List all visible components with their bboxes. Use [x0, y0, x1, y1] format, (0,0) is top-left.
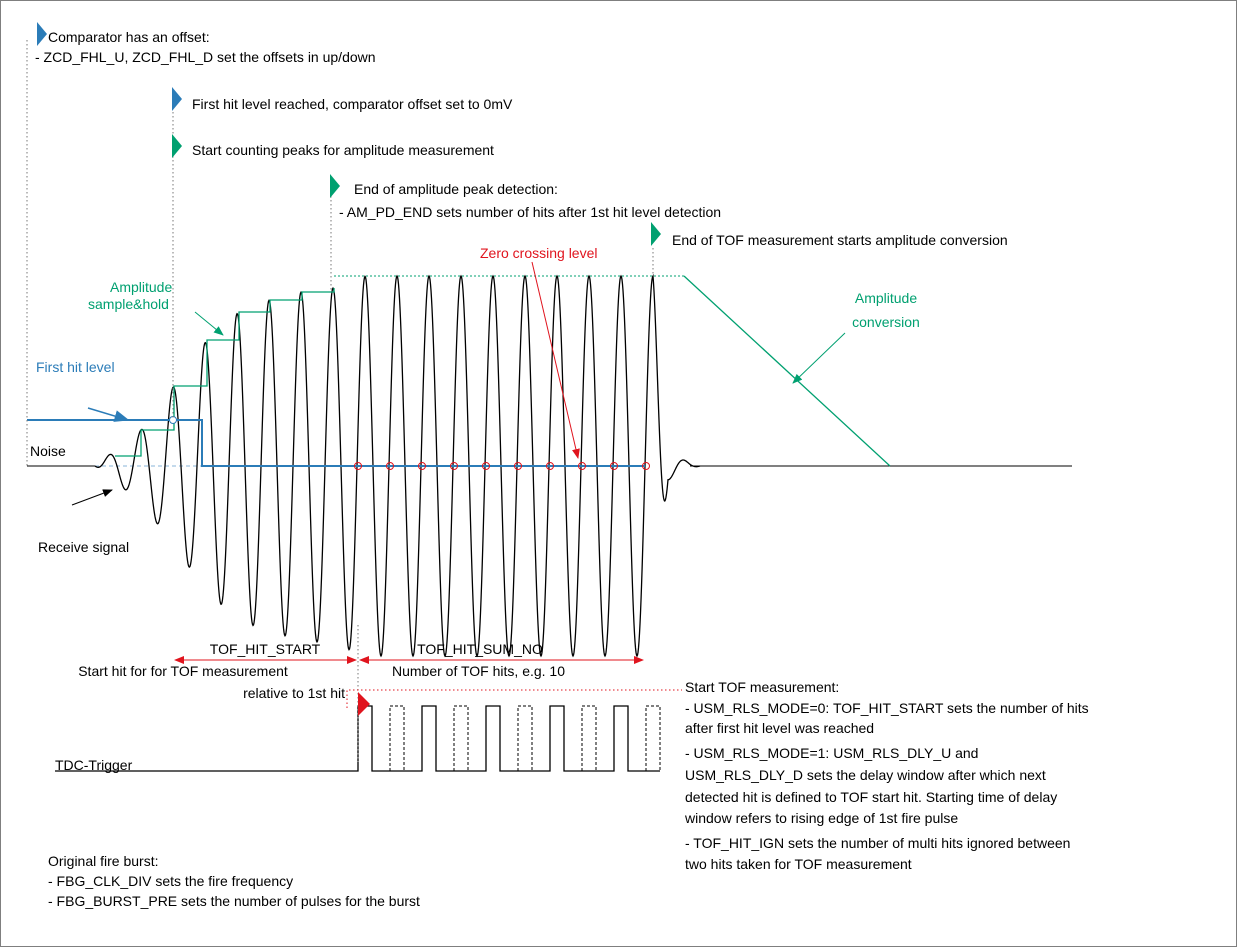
zero-crossing: [450, 462, 458, 470]
label: sample&hold: [88, 296, 169, 312]
fire-pulse: [389, 705, 405, 771]
label: Receive signal: [38, 539, 129, 555]
sh-arrow: [194, 311, 224, 336]
zero-crossing: [386, 462, 394, 470]
conv-arrow: [792, 332, 846, 384]
label: End of TOF measurement starts amplitude …: [672, 232, 1008, 248]
labels: Comparator has an offset: - ZCD_FHL_U, Z…: [30, 29, 1089, 909]
label: - FBG_BURST_PRE sets the number of pulse…: [48, 893, 420, 909]
label: Start TOF measurement:: [685, 679, 839, 695]
zero-crossing: [610, 462, 618, 470]
fire-pulse: [453, 705, 469, 771]
zero-crossing: [354, 462, 362, 470]
label: TDC-Trigger: [55, 757, 133, 773]
label: TOF_HIT_SUM_NO: [417, 641, 543, 657]
fire-pulse: [517, 705, 533, 771]
label: - USM_RLS_MODE=0: TOF_HIT_START sets the…: [685, 700, 1089, 716]
zero-crossing: [514, 462, 522, 470]
label: Noise: [30, 443, 66, 459]
markers: [37, 22, 661, 716]
zero-crossing: [642, 462, 650, 470]
sample-hold: [115, 288, 335, 457]
label: after first hit level was reached: [685, 720, 874, 736]
threshold: [27, 419, 645, 467]
zero-arrow: [531, 261, 580, 459]
label: Start counting peaks for amplitude measu…: [192, 142, 494, 158]
label: First hit level reached, comparator offs…: [192, 96, 513, 112]
rs-arrow: [71, 489, 113, 506]
label: TOF_HIT_START: [210, 641, 321, 657]
zero-crossing: [578, 462, 586, 470]
label: - USM_RLS_MODE=1: USM_RLS_DLY_U and: [685, 745, 978, 761]
zero-crossing: [418, 462, 426, 470]
label: Start hit for for TOF measurement: [78, 663, 288, 679]
label: Number of TOF hits, e.g. 10: [392, 663, 565, 679]
shapes: [27, 273, 1072, 772]
label: First hit level: [36, 359, 115, 375]
label: Comparator has an offset:: [48, 29, 210, 45]
label: Amplitude: [110, 279, 172, 295]
fire-pulse: [581, 705, 597, 771]
conversion: [683, 275, 891, 467]
label: End of amplitude peak detection:: [354, 181, 558, 197]
label: - AM_PD_END sets number of hits after 1s…: [339, 204, 721, 220]
zero-crossing: [546, 462, 554, 470]
start-link: [346, 689, 682, 708]
tdc-trigger: [55, 705, 660, 772]
receive-signal: [94, 273, 701, 658]
label: conversion: [852, 314, 920, 330]
label: detected hit is defined to TOF start hit…: [685, 789, 1057, 805]
label: relative to 1st hit: [243, 685, 345, 701]
label: - ZCD_FHL_U, ZCD_FHL_D set the offsets i…: [35, 49, 376, 65]
label: Zero crossing level: [480, 245, 598, 261]
fire-pulse: [645, 705, 661, 771]
label: Amplitude: [855, 290, 917, 306]
label: - TOF_HIT_IGN sets the number of multi h…: [685, 835, 1070, 851]
label: window refers to rising edge of 1st fire…: [684, 810, 958, 826]
fhl-arrow: [87, 407, 130, 422]
label: Original fire burst:: [48, 853, 158, 869]
zero-crossing: [482, 462, 490, 470]
label: - FBG_CLK_DIV sets the fire frequency: [48, 873, 293, 889]
label: USM_RLS_DLY_D sets the delay window afte…: [685, 767, 1046, 783]
first-hit: [169, 416, 177, 424]
label: two hits taken for TOF measurement: [685, 856, 912, 872]
